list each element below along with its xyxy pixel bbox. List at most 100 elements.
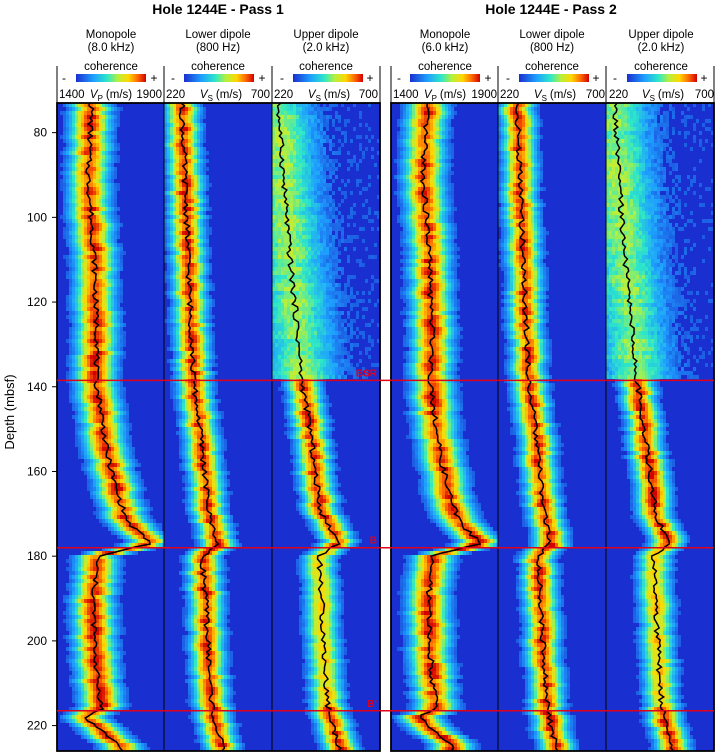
coherence-cell	[93, 119, 96, 123]
coherence-cell	[212, 347, 215, 351]
coherence-cell	[129, 451, 132, 455]
coherence-cell	[173, 199, 176, 203]
coherence-cell	[227, 491, 230, 495]
coherence-cell	[90, 263, 93, 267]
coherence-cell	[84, 467, 87, 471]
coherence-cell	[179, 359, 182, 363]
coherence-cell	[81, 271, 84, 275]
coherence-cell	[87, 395, 90, 399]
coherence-cell	[191, 587, 194, 591]
coherence-cell	[108, 239, 111, 243]
coherence-cell	[209, 431, 212, 435]
coherence-cell	[144, 515, 147, 519]
coherence-cell	[111, 603, 114, 607]
coherence-cell	[120, 695, 123, 699]
coherence-cell	[182, 327, 185, 331]
coherence-cell	[81, 143, 84, 147]
coherence-cell	[105, 707, 108, 711]
coherence-cell	[200, 295, 203, 299]
coherence-cell	[203, 191, 206, 195]
coherence-cell	[111, 319, 114, 323]
coherence-cell	[81, 371, 84, 375]
coherence-cell	[69, 571, 72, 575]
coherence-cell	[123, 427, 126, 431]
coherence-cell	[123, 387, 126, 391]
coherence-cell	[182, 583, 185, 587]
coherence-cell	[227, 527, 230, 531]
coherence-cell	[176, 191, 179, 195]
coherence-cell	[66, 243, 69, 247]
coherence-cell	[114, 675, 117, 679]
coherence-cell	[66, 263, 69, 267]
coherence-cell	[185, 459, 188, 463]
coherence-cell	[63, 595, 66, 599]
coherence-cell	[206, 579, 209, 583]
coherence-cell	[105, 575, 108, 579]
coherence-cell	[66, 611, 69, 615]
coherence-cell	[96, 419, 99, 423]
coherence-cell	[209, 367, 212, 371]
coherence-cell	[84, 303, 87, 307]
coherence-cell	[203, 243, 206, 247]
coherence-cell	[173, 363, 176, 367]
coherence-cell	[176, 367, 179, 371]
coherence-cell	[188, 423, 191, 427]
coherence-cell	[60, 151, 63, 155]
coherence-cell	[99, 179, 102, 183]
coherence-cell	[84, 115, 87, 119]
coherence-cell	[108, 247, 111, 251]
coherence-cell	[114, 375, 117, 379]
coherence-cell	[114, 135, 117, 139]
coherence-cell	[84, 187, 87, 191]
coherence-cell	[72, 315, 75, 319]
coherence-scale-bar	[627, 74, 697, 82]
coherence-cell	[96, 423, 99, 427]
coherence-cell	[69, 391, 72, 395]
coherence-cell	[126, 479, 129, 483]
coherence-cell	[96, 431, 99, 435]
coherence-cell	[218, 423, 221, 427]
coherence-cell	[105, 483, 108, 487]
coherence-cell	[173, 227, 176, 231]
coherence-cell	[72, 167, 75, 171]
coherence-cell	[197, 431, 200, 435]
coherence-cell	[191, 207, 194, 211]
coherence-cell	[87, 731, 90, 735]
coherence-cell	[221, 523, 224, 527]
coherence-cell	[170, 283, 173, 287]
coherence-cell	[93, 211, 96, 215]
coherence-cell	[114, 603, 117, 607]
coherence-cell	[179, 195, 182, 199]
coherence-cell	[197, 239, 200, 243]
coherence-cell	[126, 543, 129, 547]
coherence-cell	[69, 675, 72, 679]
coherence-cell	[78, 331, 81, 335]
coherence-cell	[144, 535, 147, 539]
coherence-cell	[69, 215, 72, 219]
coherence-cell	[123, 463, 126, 467]
coherence-cell	[164, 275, 167, 279]
coherence-cell	[212, 427, 215, 431]
coherence-cell	[194, 319, 197, 323]
coherence-cell	[75, 219, 78, 223]
coherence-cell	[96, 667, 99, 671]
coherence-cell	[90, 483, 93, 487]
coherence-cell	[182, 235, 185, 239]
coherence-cell	[197, 291, 200, 295]
coherence-cell	[90, 279, 93, 283]
coherence-cell	[206, 539, 209, 543]
coherence-cell	[138, 527, 141, 531]
coherence-cell	[102, 151, 105, 155]
coherence-cell	[141, 503, 144, 507]
coherence-cell	[99, 391, 102, 395]
coherence-cell	[99, 251, 102, 255]
coherence-cell	[93, 279, 96, 283]
coherence-cell	[108, 691, 111, 695]
coherence-cell	[203, 415, 206, 419]
coherence-cell	[176, 187, 179, 191]
coherence-cell	[188, 115, 191, 119]
coherence-cell	[123, 703, 126, 707]
coherence-cell	[185, 403, 188, 407]
coherence-cell	[194, 147, 197, 151]
coherence-cell	[117, 515, 120, 519]
